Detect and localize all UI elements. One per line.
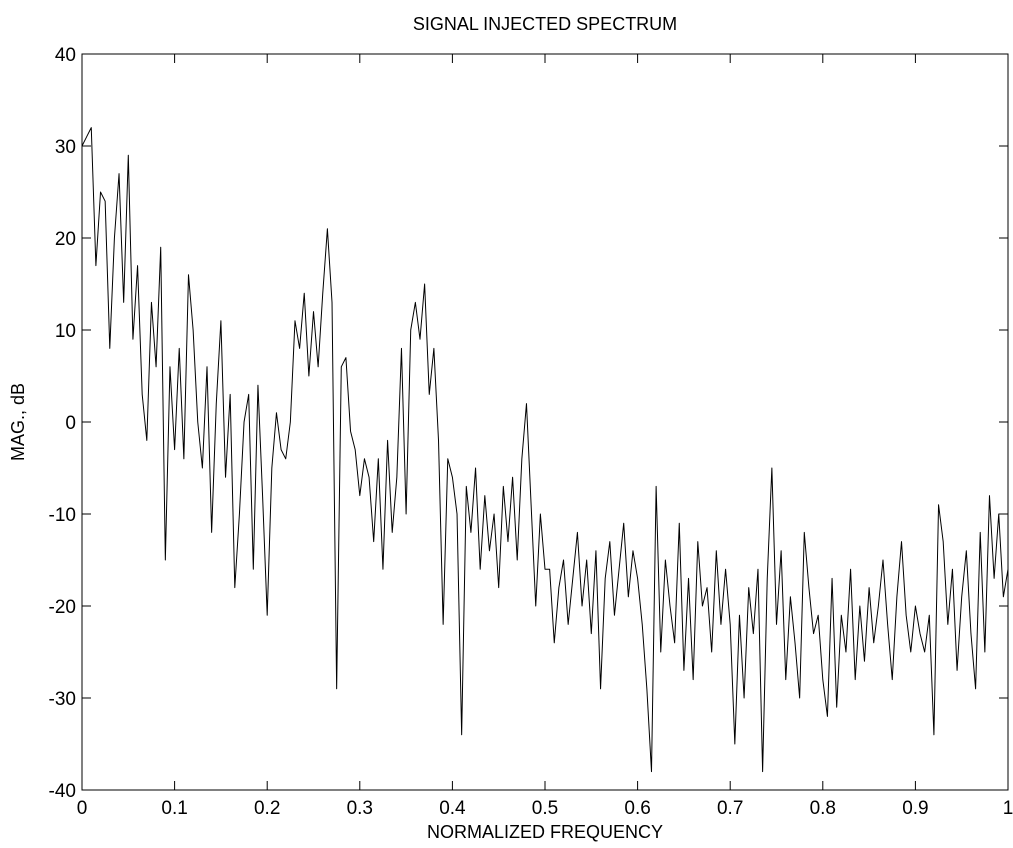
x-tick-label: 0.5 — [532, 798, 558, 819]
y-tick-label: 30 — [55, 137, 76, 158]
x-tick-label: 0.3 — [347, 798, 373, 819]
y-axis-label: MAG., dB — [8, 383, 28, 461]
x-axis-label: NORMALIZED FREQUENCY — [427, 822, 663, 842]
x-tick-label: 0.9 — [902, 798, 928, 819]
x-tick-label: 0.8 — [810, 798, 836, 819]
y-tick-label: 40 — [55, 45, 76, 66]
y-tick-label: 10 — [55, 321, 76, 342]
x-tick-label: 0.7 — [717, 798, 743, 819]
x-tick-label: 0 — [77, 798, 88, 819]
y-tick-label: -40 — [49, 781, 76, 802]
x-tick-label: 0.6 — [624, 798, 650, 819]
x-tick-label: 1 — [1003, 798, 1013, 819]
y-tick-label: -10 — [49, 505, 76, 526]
y-tick-label: 0 — [65, 413, 76, 434]
plot-frame — [81, 53, 1009, 791]
y-tick-label: -20 — [49, 597, 76, 618]
y-tick-label: 20 — [55, 229, 76, 250]
data-line — [81, 127, 1009, 773]
x-tick-label: 0.1 — [161, 798, 187, 819]
x-tick-label: 0.4 — [439, 798, 466, 819]
x-tick-label: 0.2 — [254, 798, 280, 819]
y-tick-label: -30 — [49, 689, 76, 710]
chart-title: SIGNAL INJECTED SPECTRUM — [413, 14, 677, 34]
